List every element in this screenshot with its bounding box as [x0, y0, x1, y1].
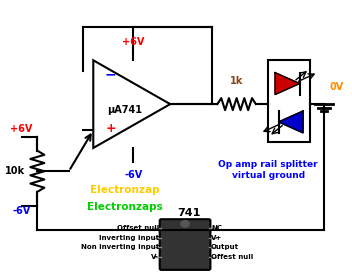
Text: Offset null: Offset null	[117, 225, 159, 231]
Polygon shape	[278, 111, 303, 133]
Text: Electronzap: Electronzap	[90, 185, 159, 195]
Text: Output: Output	[211, 244, 239, 250]
Bar	[268, 60, 310, 142]
Text: −: −	[105, 67, 117, 81]
Polygon shape	[275, 73, 300, 95]
Text: 0V: 0V	[329, 82, 344, 92]
Text: Non inverting input: Non inverting input	[81, 244, 159, 250]
Text: Op amp rail splitter
virtual ground: Op amp rail splitter virtual ground	[218, 160, 318, 180]
Text: +: +	[106, 122, 116, 135]
Text: 1k: 1k	[230, 76, 243, 86]
Circle shape	[181, 221, 189, 227]
Text: V+: V+	[211, 235, 222, 241]
FancyBboxPatch shape	[160, 219, 210, 270]
Text: NC: NC	[211, 225, 222, 231]
Text: 10k: 10k	[5, 166, 25, 176]
Text: Offest null: Offest null	[211, 254, 253, 260]
Text: V-: V-	[151, 254, 159, 260]
Text: +6V: +6V	[122, 37, 145, 47]
Text: 741: 741	[178, 208, 201, 218]
Text: Electronzaps: Electronzaps	[87, 202, 163, 212]
Text: Inverting input: Inverting input	[99, 235, 159, 241]
Text: +6V: +6V	[11, 124, 33, 134]
Text: -6V: -6V	[124, 170, 143, 180]
Text: μA741: μA741	[107, 105, 142, 115]
Text: -6V: -6V	[13, 206, 31, 216]
